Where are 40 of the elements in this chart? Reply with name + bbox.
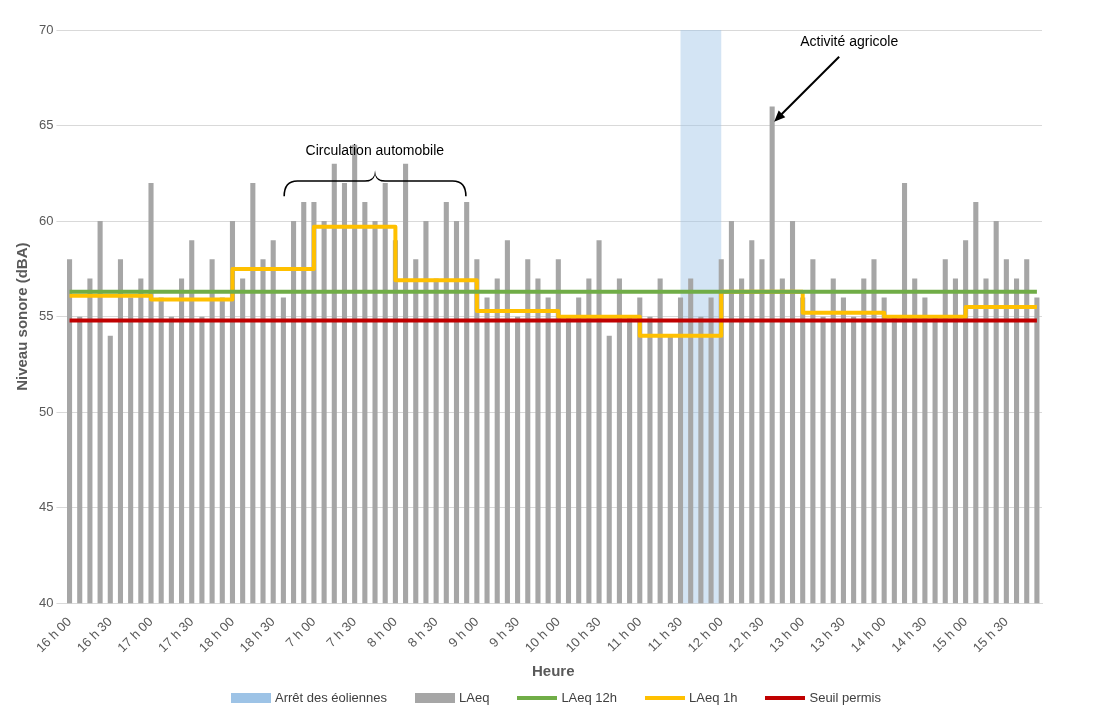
x-tick-label: 15 h 30: [969, 613, 1012, 656]
y-tick-label: 40: [38, 594, 54, 610]
y-tick-label: 55: [38, 308, 54, 324]
x-tick-label: 7 h 00: [282, 613, 319, 651]
legend-label: LAeq: [459, 690, 490, 705]
y-tick-label: 45: [38, 499, 54, 515]
x-tick-label: 8 h 00: [363, 613, 401, 651]
y-tick-label: 70: [38, 21, 54, 37]
x-tick-label: 12 h 00: [684, 613, 726, 656]
x-tick-label: 18 h 00: [195, 613, 238, 656]
x-tick-label: 13 h 30: [806, 613, 849, 656]
y-tick-label: 50: [38, 403, 54, 419]
x-tick-label: 12 h 30: [725, 613, 767, 656]
x-tick-label: 11 h 00: [603, 613, 645, 655]
legend-label: Arrêt des éoliennes: [274, 690, 387, 705]
x-tick-label: 16 h 00: [32, 613, 75, 656]
x-tick-label: 10 h 30: [562, 613, 604, 656]
legend-label: LAeq 1h: [689, 690, 738, 705]
x-axis-title: Heure: [531, 662, 575, 680]
y-tick-label: 60: [38, 212, 54, 228]
x-tick-label: 9 h 30: [486, 613, 523, 651]
legend-label: Seuil permis: [809, 690, 882, 705]
x-tick-label: 7 h 30: [323, 613, 360, 651]
x-tick-label: 8 h 30: [404, 613, 441, 651]
annotation: Activité agricole: [800, 32, 899, 49]
y-axis-title: Niveau sonore (dBA): [13, 242, 31, 391]
x-tick-label: 15 h 00: [929, 613, 971, 656]
x-tick-label: 18 h 30: [236, 613, 278, 656]
x-tick-label: 17 h 00: [114, 613, 156, 656]
legend-label: LAeq 12h: [561, 690, 618, 705]
x-tick-label: 14 h 30: [888, 613, 930, 656]
x-tick-label: 17 h 30: [155, 613, 197, 656]
x-tick-label: 11 h 30: [644, 613, 686, 655]
y-tick-label: 65: [38, 117, 54, 133]
x-tick-label: 10 h 00: [521, 613, 563, 656]
x-tick-label: 9 h 00: [445, 613, 482, 651]
x-tick-label: 13 h 00: [766, 613, 808, 656]
annotation: Circulation automobile: [305, 142, 445, 159]
x-tick-label: 14 h 00: [847, 613, 889, 656]
x-tick-label: 16 h 30: [73, 613, 115, 656]
